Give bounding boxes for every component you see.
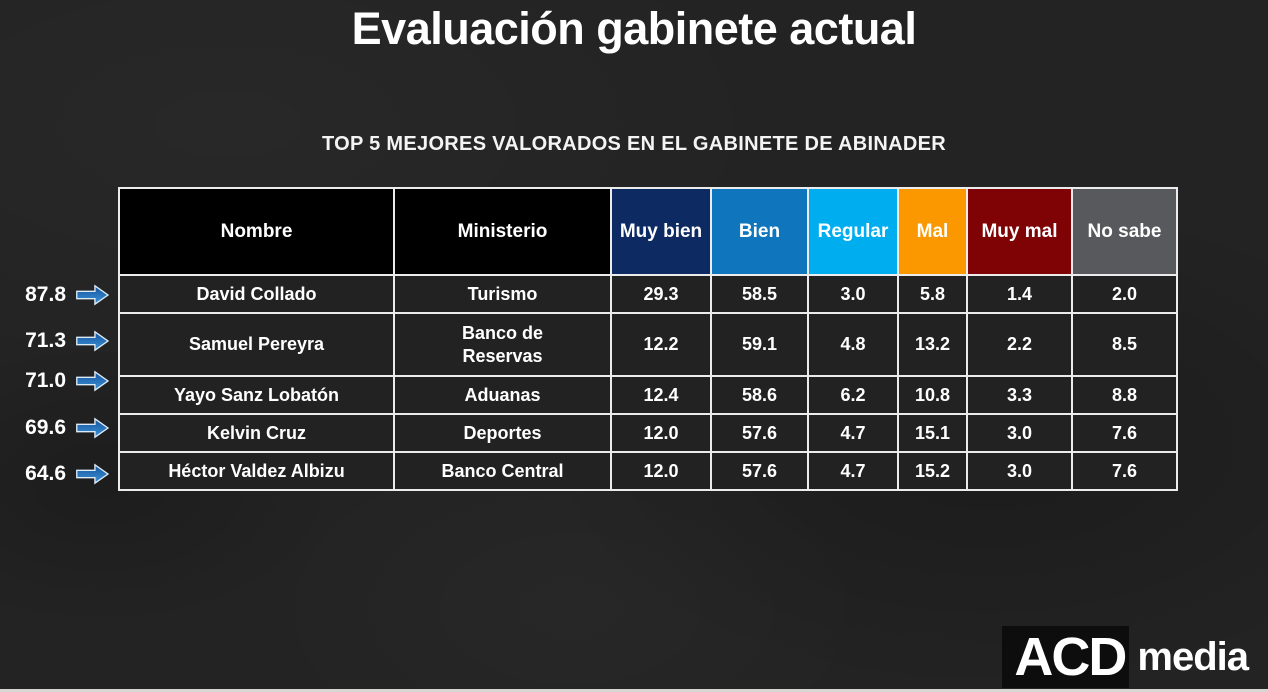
cell-value: 3.0 bbox=[807, 274, 899, 314]
right-arrow-icon bbox=[76, 330, 109, 352]
logo-black-section: ACD bbox=[1002, 626, 1130, 688]
page-title: Evaluación gabinete actual bbox=[351, 3, 917, 54]
column-header-bien: Bien bbox=[710, 187, 809, 276]
row-score: 64.6 bbox=[12, 461, 112, 487]
table-row: David Collado Turismo 29.3 58.5 3.0 5.8 1.4 2.0 bbox=[118, 274, 1178, 314]
cell-value: 6.2 bbox=[807, 375, 899, 415]
table-row: Kelvin Cruz Deportes 12.0 57.6 4.7 15.1 3.0 7.6 bbox=[118, 413, 1178, 453]
cell-nombre: David Collado bbox=[118, 274, 395, 314]
cell-value: 7.6 bbox=[1071, 413, 1178, 453]
logo-media-text: media bbox=[1137, 635, 1249, 679]
cell-value: 58.5 bbox=[710, 274, 809, 314]
right-arrow-icon bbox=[76, 417, 109, 439]
cell-ministerio: Aduanas bbox=[393, 375, 612, 415]
column-header-no-sabe: No sabe bbox=[1071, 187, 1178, 276]
cell-ministerio: Deportes bbox=[393, 413, 612, 453]
logo-red-section: media bbox=[1129, 626, 1260, 688]
right-arrow-icon bbox=[76, 463, 109, 485]
row-score: 87.8 bbox=[12, 282, 112, 308]
right-arrow-icon bbox=[76, 284, 109, 306]
row-score: 69.6 bbox=[12, 415, 112, 441]
cell-value: 15.1 bbox=[897, 413, 968, 453]
cell-value: 15.2 bbox=[897, 451, 968, 491]
cell-value: 3.0 bbox=[966, 451, 1073, 491]
page-subtitle: TOP 5 MEJORES VALORADOS EN EL GABINETE D… bbox=[322, 133, 946, 155]
cell-value: 8.5 bbox=[1071, 312, 1178, 377]
cell-nombre: Kelvin Cruz bbox=[118, 413, 395, 453]
right-arrow-icon bbox=[76, 370, 109, 392]
cell-value: 3.0 bbox=[966, 413, 1073, 453]
cell-value: 12.0 bbox=[610, 451, 712, 491]
cell-value: 10.8 bbox=[897, 375, 968, 415]
table-row: Samuel Pereyra Banco de Reservas 12.2 59.1 4… bbox=[118, 312, 1178, 377]
column-header-ministerio: Ministerio bbox=[393, 187, 612, 276]
cell-value: 1.4 bbox=[966, 274, 1073, 314]
row-score: 71.0 bbox=[12, 368, 112, 394]
cell-value: 29.3 bbox=[610, 274, 712, 314]
cell-value: 4.7 bbox=[807, 413, 899, 453]
logo-acd-text: ACD bbox=[1014, 627, 1127, 687]
cell-value: 7.6 bbox=[1071, 451, 1178, 491]
cell-value: 4.8 bbox=[807, 312, 899, 377]
bottom-edge-strip bbox=[0, 689, 1268, 692]
cell-value: 57.6 bbox=[710, 413, 809, 453]
row-score-value: 87.8 bbox=[25, 283, 66, 306]
column-header-muy-mal: Muy mal bbox=[966, 187, 1073, 276]
cell-nombre: Héctor Valdez Albizu bbox=[118, 451, 395, 491]
row-score-value: 64.6 bbox=[25, 462, 66, 485]
table-body: David Collado Turismo 29.3 58.5 3.0 5.8 1.4 2.0… bbox=[118, 274, 1178, 491]
evaluation-table: Nombre Ministerio Muy bien Bien Regular Mal Mu… bbox=[118, 187, 1178, 491]
cell-value: 3.3 bbox=[966, 375, 1073, 415]
cell-nombre: Samuel Pereyra bbox=[118, 312, 395, 377]
cell-ministerio: Banco de Reservas bbox=[393, 312, 612, 377]
row-score-value: 71.0 bbox=[25, 369, 66, 392]
cell-value: 12.4 bbox=[610, 375, 712, 415]
cell-value: 8.8 bbox=[1071, 375, 1178, 415]
cell-value: 12.0 bbox=[610, 413, 712, 453]
table-header-row: Nombre Ministerio Muy bien Bien Regular Mal Mu… bbox=[118, 187, 1178, 276]
cell-nombre: Yayo Sanz Lobatón bbox=[118, 375, 395, 415]
table-row: Yayo Sanz Lobatón Aduanas 12.4 58.6 6.2 10.8 3… bbox=[118, 375, 1178, 415]
cell-value: 59.1 bbox=[710, 312, 809, 377]
column-header-nombre: Nombre bbox=[118, 187, 395, 276]
table-row: Héctor Valdez Albizu Banco Central 12.0 57.… bbox=[118, 451, 1178, 491]
column-header-muy-bien: Muy bien bbox=[610, 187, 712, 276]
cell-value: 12.2 bbox=[610, 312, 712, 377]
row-score-value: 69.6 bbox=[25, 416, 66, 439]
row-score-value: 71.3 bbox=[25, 329, 66, 352]
cell-ministerio: Turismo bbox=[393, 274, 612, 314]
cell-ministerio: Banco Central bbox=[393, 451, 612, 491]
cell-value: 57.6 bbox=[710, 451, 809, 491]
cell-value: 13.2 bbox=[897, 312, 968, 377]
acd-media-logo: ACD media bbox=[1002, 626, 1260, 688]
cell-value: 4.7 bbox=[807, 451, 899, 491]
cell-value: 2.2 bbox=[966, 312, 1073, 377]
cell-value: 5.8 bbox=[897, 274, 968, 314]
cell-value: 2.0 bbox=[1071, 274, 1178, 314]
row-score: 71.3 bbox=[12, 328, 112, 354]
column-header-mal: Mal bbox=[897, 187, 968, 276]
column-header-regular: Regular bbox=[807, 187, 899, 276]
cell-value: 58.6 bbox=[710, 375, 809, 415]
